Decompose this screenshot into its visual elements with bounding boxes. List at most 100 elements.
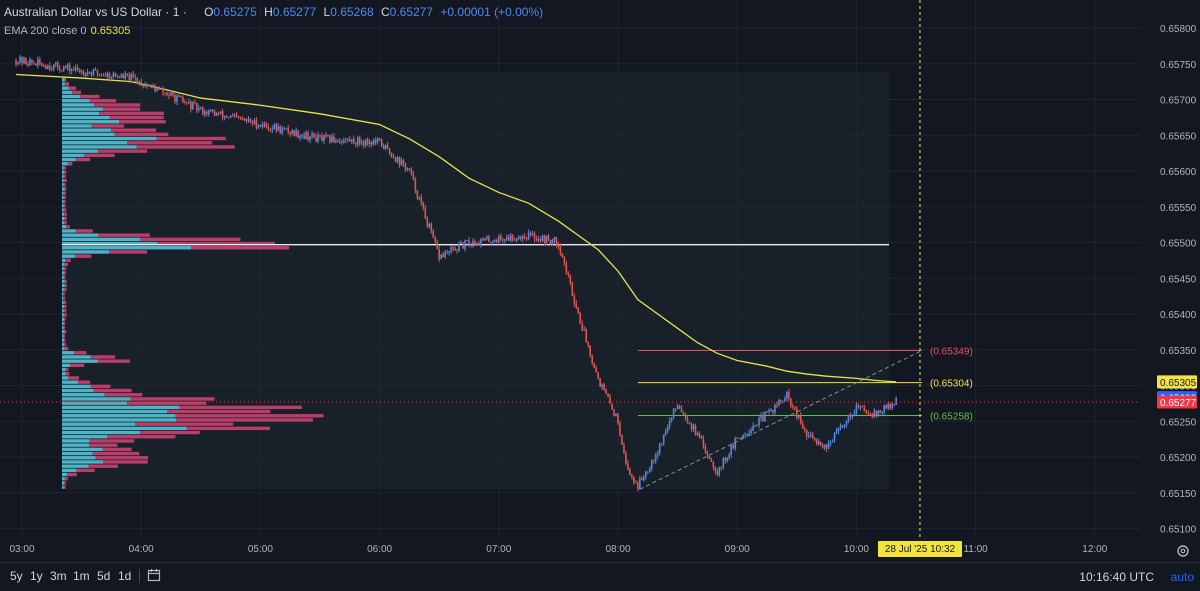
range-5d-button[interactable]: 5d — [97, 569, 111, 583]
range-1m-button[interactable]: 1m — [73, 569, 90, 583]
range-1d-button[interactable]: 1d — [118, 569, 132, 583]
settings-icon[interactable] — [1176, 544, 1190, 558]
candle-body — [857, 405, 860, 408]
profile-bar-up — [62, 212, 65, 216]
candle-body — [271, 128, 274, 130]
price-axis: 0.65800 0.65750 0.65700 0.65650 0.65600 0.655… — [1140, 0, 1200, 562]
profile-bar-up — [62, 124, 92, 128]
profile-bar-up — [62, 262, 65, 267]
candle-body — [470, 244, 472, 246]
candle-body — [585, 329, 588, 343]
candle-body — [801, 423, 804, 429]
range-1y-button[interactable]: 1y — [30, 569, 43, 583]
candle-body — [108, 73, 111, 79]
candle-body — [788, 391, 790, 399]
candle-body — [289, 132, 291, 134]
profile-bar-up — [62, 384, 91, 389]
indicator-legend[interactable]: EMA 200 close 0 0.65305 — [4, 25, 130, 37]
candle-body — [27, 63, 29, 66]
candle-body — [724, 457, 727, 461]
candle-body — [261, 124, 264, 127]
candle-body — [303, 135, 305, 139]
candle-body — [718, 466, 721, 475]
candle-body — [404, 164, 407, 170]
profile-bar-up — [62, 477, 65, 481]
candle-body — [891, 404, 893, 409]
candle-body — [364, 139, 367, 146]
candle-body — [180, 95, 182, 98]
candle-body — [827, 443, 830, 449]
candle-body — [680, 408, 683, 413]
profile-bar-up — [62, 309, 64, 313]
profile-bar-up — [62, 78, 65, 82]
candle-body — [221, 111, 224, 118]
auto-scale-button[interactable]: auto — [1170, 570, 1194, 584]
candle-body — [327, 135, 329, 137]
candle-body — [555, 237, 558, 245]
candles — [15, 54, 897, 492]
profile-bar-up — [62, 418, 177, 422]
candle-body — [178, 95, 180, 97]
candle-body — [217, 113, 220, 115]
candle-body — [563, 256, 566, 263]
profile-bar-down — [75, 157, 91, 162]
candle-body — [639, 478, 641, 490]
candle-body — [279, 126, 282, 134]
cursor-time-text: 28 Jul '25 10:32 — [885, 544, 956, 555]
candle-body — [263, 123, 266, 127]
candle-body — [414, 178, 417, 191]
profile-bar-down — [64, 170, 67, 174]
candle-body — [251, 122, 254, 124]
price-tick: 0.65400 — [1160, 310, 1197, 321]
candle-body — [237, 116, 240, 118]
profile-bar-down — [66, 225, 70, 229]
profile-bar-down — [63, 178, 67, 183]
time-tick: 11:00 — [963, 544, 988, 555]
profile-bar-down — [75, 254, 92, 258]
time-tick: 04:00 — [129, 544, 154, 555]
candle-body — [738, 438, 740, 440]
candle-body — [714, 467, 717, 472]
profile-bar-up — [62, 451, 93, 456]
candle-body — [84, 74, 87, 76]
profile-bar-up — [62, 267, 64, 271]
candle-body — [15, 60, 17, 65]
profile-bar-up — [62, 334, 64, 338]
low-label: L — [323, 5, 331, 19]
symbol-title[interactable]: Australian Dollar vs US Dollar · 1 · — [4, 5, 187, 19]
candle-body — [25, 58, 27, 64]
close-value: 0.65277 — [389, 5, 434, 19]
candle-body — [599, 378, 601, 387]
utc-clock[interactable]: 10:16:40 UTC — [1079, 570, 1154, 584]
candle-body — [627, 463, 629, 470]
candle-body — [617, 413, 619, 424]
profile-bar-up — [62, 351, 75, 355]
candle-body — [444, 252, 446, 258]
candle-body — [225, 115, 228, 118]
time-tick: 05:00 — [248, 544, 273, 555]
range-5y-button[interactable]: 5y — [10, 569, 23, 583]
profile-bar-down — [64, 283, 67, 288]
price-tick: 0.65800 — [1160, 24, 1197, 35]
candle-body — [692, 425, 695, 430]
price-tag — [1157, 395, 1197, 409]
profile-bar-down — [99, 111, 164, 116]
candle-body — [539, 238, 542, 241]
calendar-icon[interactable] — [147, 568, 161, 582]
candle-body — [273, 124, 276, 129]
candle-body — [442, 254, 444, 258]
candle-body — [382, 145, 385, 149]
candle-body — [458, 243, 460, 251]
profile-bar-down — [88, 464, 118, 468]
range-3m-button[interactable]: 3m — [50, 569, 67, 583]
profile-bar-down — [63, 183, 66, 187]
profile-bar-down — [63, 296, 66, 300]
candle-body — [805, 429, 808, 437]
candle-body — [611, 403, 613, 410]
price-tick: 0.65200 — [1160, 453, 1197, 464]
profile-bar-up — [62, 183, 64, 187]
profile-bar-down — [63, 271, 66, 275]
candle-body — [837, 427, 840, 432]
profile-bar-up — [62, 313, 64, 317]
